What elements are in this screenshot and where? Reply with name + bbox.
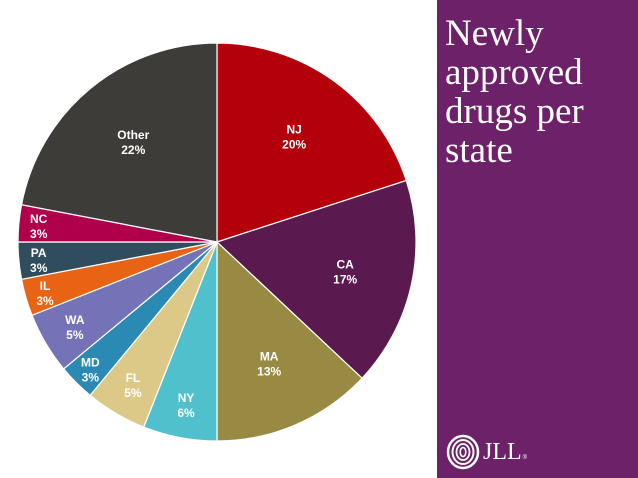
pie-chart-area: NJ 20% CA 17% MA 13% NY 6% FL 5% MD 3% WA 5% IL 3% PA 3% N…: [17, 42, 417, 442]
pie-labels: NJ20%CA17%MA13%NY6%FL5%MD3%WA5%IL3%PA3%N…: [30, 123, 357, 421]
slice-value-il: 3%: [36, 294, 54, 308]
pie-slice-other: [20, 42, 218, 243]
slice-label-ma: MA: [260, 350, 279, 364]
slice-value-ma: 13%: [257, 365, 281, 379]
slice-value-other: 22%: [121, 143, 145, 157]
jll-logo: JLL ®: [445, 434, 527, 470]
slice-value-wa: 5%: [66, 328, 84, 342]
slice-value-nc: 3%: [30, 227, 48, 241]
slice-label-ca: CA: [337, 258, 355, 272]
slice-label-nj: NJ: [287, 123, 302, 137]
slice-label-wa: WA: [65, 313, 85, 327]
pie-slice-ca: [215, 179, 417, 380]
slice-label-ny: NY: [178, 391, 195, 405]
slice-label-fl: FL: [126, 371, 141, 385]
pie-slices: [17, 42, 417, 442]
slice-value-md: 3%: [82, 371, 100, 385]
slice-value-ny: 6%: [177, 406, 195, 420]
slice-label-other: Other: [117, 128, 149, 142]
pie-slice-nj: [216, 42, 408, 243]
slice-value-fl: 5%: [124, 386, 142, 400]
slice-label-il: IL: [40, 279, 51, 293]
slice-label-nc: NC: [30, 212, 48, 226]
pie-chart: NJ20%CA17%MA13%NY6%FL5%MD3%WA5%IL3%PA3%N…: [17, 42, 417, 442]
logo-text: JLL: [483, 438, 522, 465]
pie-slice-ma: [216, 240, 363, 442]
slice-value-nj: 20%: [282, 138, 306, 152]
logo-registered-mark: ®: [522, 455, 528, 461]
slice-label-pa: PA: [31, 246, 47, 260]
panel-title: Newly approved drugs per state: [445, 13, 584, 171]
slice-label-md: MD: [81, 356, 100, 370]
slice-value-ca: 17%: [333, 273, 357, 287]
title-panel: Newly approved drugs per state JLL ®: [437, 0, 638, 478]
jll-logo-mark-icon: [446, 434, 480, 470]
slice-value-pa: 3%: [30, 261, 48, 275]
